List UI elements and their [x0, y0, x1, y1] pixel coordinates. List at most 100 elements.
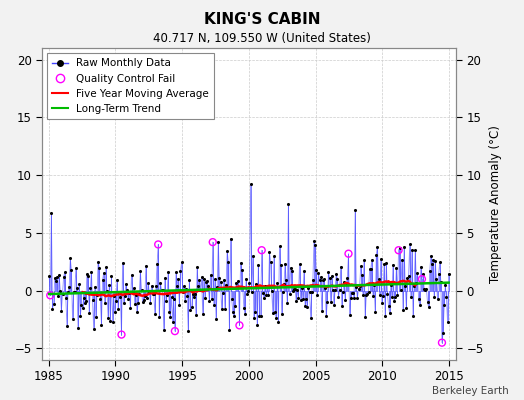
- Point: [79, 304, 87, 311]
- Point: [332, 270, 341, 277]
- Point: [429, 257, 437, 263]
- Point: [444, 270, 453, 277]
- Point: [179, 289, 187, 295]
- Point: [259, 290, 267, 296]
- Point: [248, 252, 257, 259]
- Point: [156, 280, 165, 286]
- Point: [182, 286, 190, 292]
- Point: [58, 290, 67, 297]
- Point: [363, 291, 372, 297]
- Legend: Raw Monthly Data, Quality Control Fail, Five Year Moving Average, Long-Term Tren: Raw Monthly Data, Quality Control Fail, …: [47, 53, 214, 119]
- Point: [154, 241, 162, 248]
- Point: [323, 299, 332, 305]
- Point: [416, 302, 424, 308]
- Point: [347, 290, 356, 296]
- Point: [424, 304, 433, 310]
- Point: [251, 309, 259, 315]
- Point: [111, 308, 119, 315]
- Point: [140, 293, 149, 299]
- Point: [88, 269, 96, 276]
- Point: [152, 283, 160, 289]
- Point: [322, 313, 331, 319]
- Point: [412, 280, 421, 286]
- Point: [219, 290, 227, 296]
- Point: [227, 295, 236, 302]
- Point: [368, 256, 376, 263]
- Point: [50, 275, 59, 281]
- Point: [282, 277, 290, 283]
- Point: [289, 288, 297, 294]
- Point: [178, 259, 186, 266]
- Point: [238, 284, 247, 291]
- Point: [354, 286, 363, 292]
- Point: [244, 288, 253, 294]
- Point: [418, 276, 426, 282]
- Point: [247, 288, 256, 295]
- Point: [312, 267, 320, 274]
- Point: [185, 277, 193, 284]
- Point: [110, 293, 118, 299]
- Point: [200, 276, 208, 282]
- Point: [324, 269, 333, 276]
- Point: [421, 287, 430, 294]
- Point: [124, 295, 133, 302]
- Point: [253, 322, 261, 328]
- Point: [224, 258, 233, 265]
- Point: [191, 290, 199, 297]
- Point: [334, 294, 343, 300]
- Point: [243, 291, 252, 298]
- Point: [260, 295, 268, 301]
- Point: [364, 288, 373, 295]
- Point: [72, 265, 80, 272]
- Point: [428, 261, 436, 268]
- Point: [413, 270, 422, 276]
- Point: [188, 304, 196, 311]
- Point: [213, 284, 221, 291]
- Point: [281, 261, 289, 267]
- Point: [137, 287, 146, 294]
- Point: [373, 244, 381, 250]
- Point: [369, 293, 377, 299]
- Point: [292, 298, 300, 304]
- Point: [228, 308, 237, 315]
- Point: [343, 274, 352, 281]
- Point: [239, 305, 248, 311]
- Point: [383, 291, 391, 297]
- Point: [176, 268, 184, 274]
- Point: [157, 287, 166, 294]
- Point: [139, 297, 148, 303]
- Point: [220, 276, 228, 283]
- Point: [82, 297, 90, 304]
- Point: [164, 269, 172, 275]
- Point: [353, 295, 362, 301]
- Point: [167, 294, 176, 300]
- Point: [162, 298, 170, 304]
- Text: KING'S CABIN: KING'S CABIN: [204, 12, 320, 27]
- Point: [108, 318, 117, 325]
- Point: [388, 294, 396, 301]
- Point: [67, 267, 75, 273]
- Point: [52, 278, 60, 284]
- Point: [48, 306, 57, 312]
- Point: [165, 308, 173, 315]
- Point: [212, 315, 220, 322]
- Point: [187, 307, 195, 313]
- Point: [441, 282, 450, 288]
- Point: [333, 276, 342, 282]
- Point: [396, 245, 404, 251]
- Point: [149, 290, 158, 297]
- Point: [250, 315, 258, 322]
- Point: [199, 311, 207, 317]
- Point: [49, 301, 58, 307]
- Point: [417, 264, 425, 270]
- Point: [272, 315, 280, 321]
- Point: [382, 260, 390, 266]
- Point: [230, 313, 238, 320]
- Point: [135, 291, 144, 297]
- Point: [180, 283, 188, 290]
- Point: [104, 314, 112, 321]
- Point: [147, 282, 156, 289]
- Point: [198, 274, 206, 280]
- Point: [145, 289, 154, 295]
- Point: [442, 294, 451, 300]
